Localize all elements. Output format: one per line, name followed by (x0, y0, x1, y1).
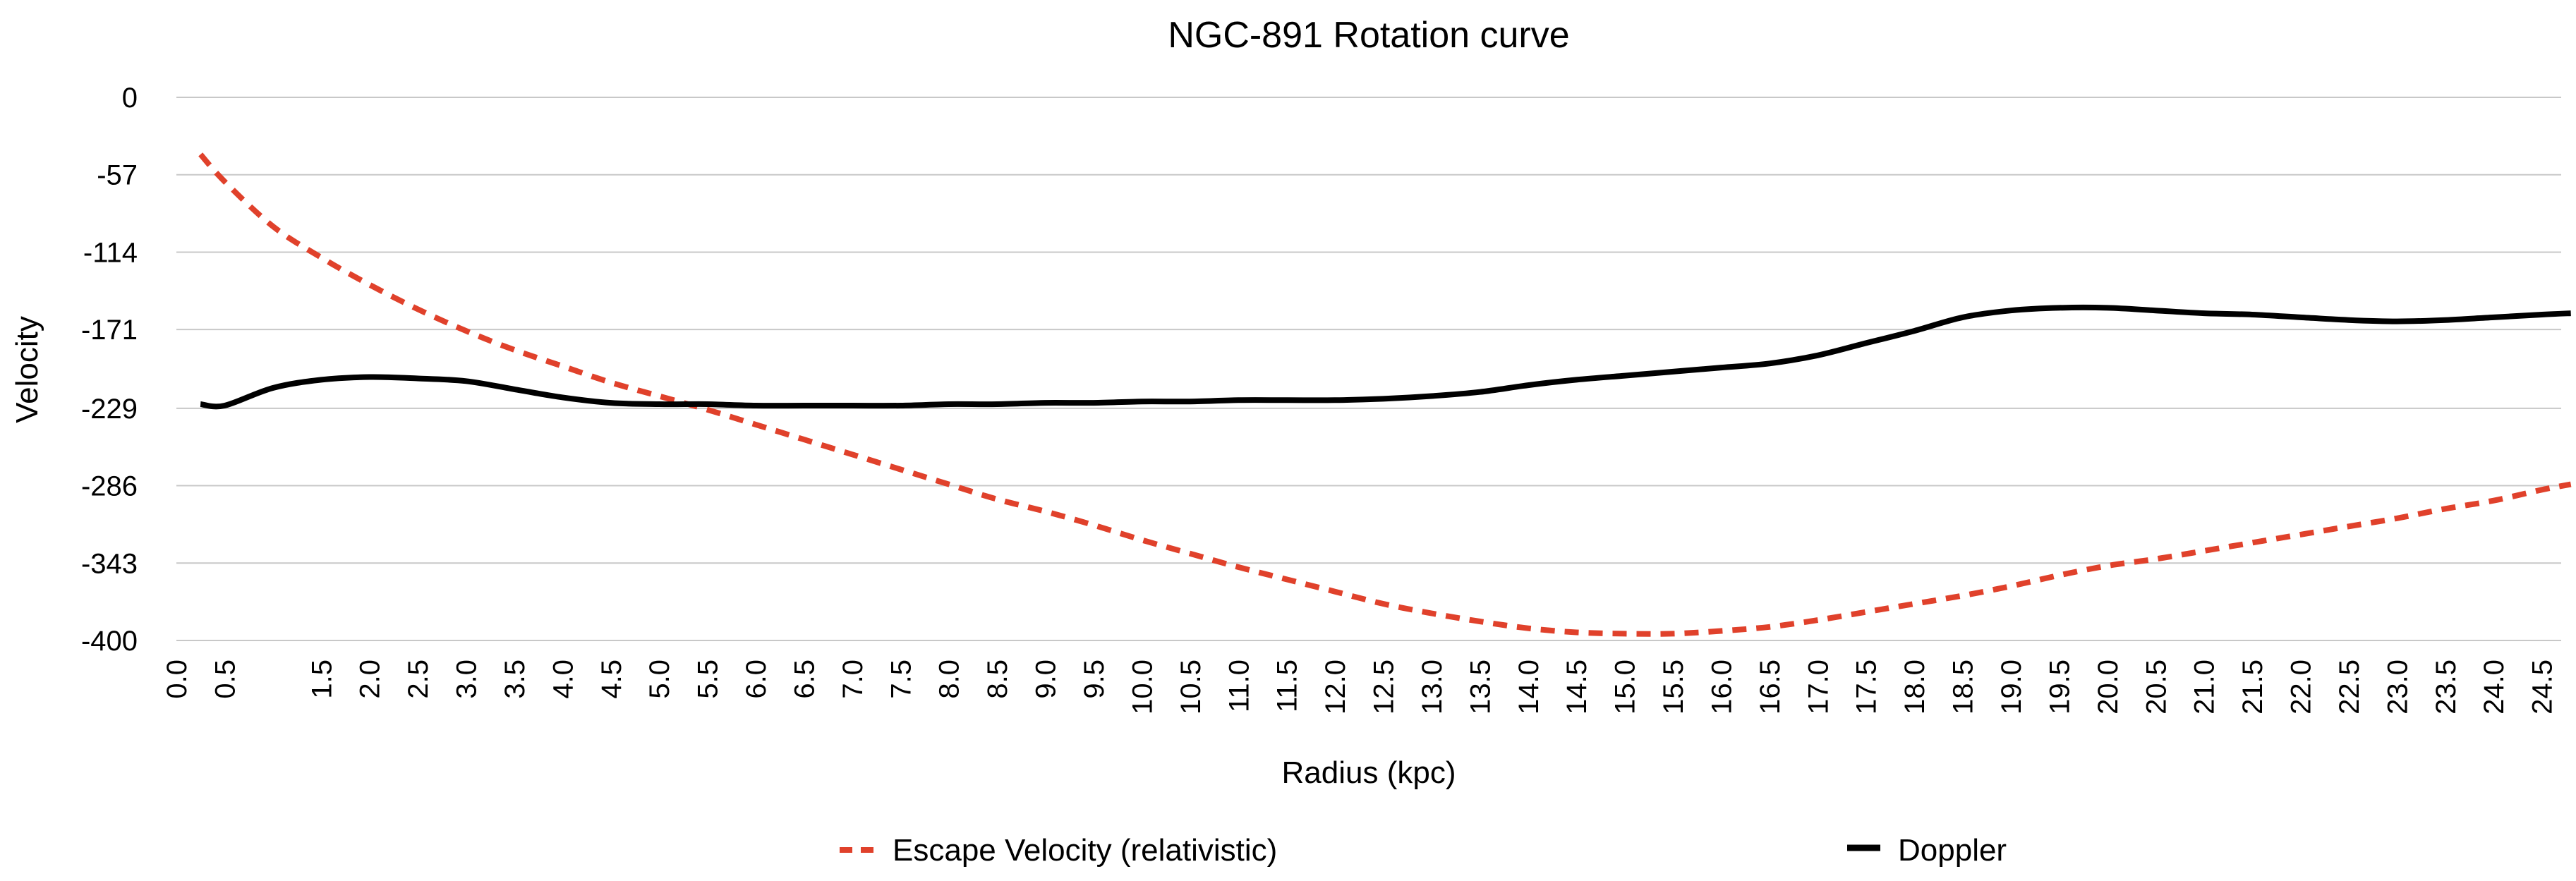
x-tick-label: 10.0 (1127, 660, 1158, 715)
y-tick-label: -57 (97, 160, 138, 191)
x-tick-label: 4.0 (548, 660, 579, 699)
x-tick-label: 0.0 (162, 660, 193, 699)
x-tick-label: 9.5 (1079, 660, 1110, 699)
x-tick-label: 10.5 (1175, 660, 1207, 715)
x-tick-label: 17.0 (1803, 660, 1834, 715)
x-tick-label: 6.0 (741, 660, 772, 699)
x-tick-label: 15.0 (1610, 660, 1641, 715)
y-tick-label: -171 (81, 315, 138, 346)
x-axis-label: Radius (kpc) (1282, 755, 1456, 790)
y-tick-label: -286 (81, 471, 138, 502)
x-axis-ticks: 0.0 0.5 1.5 2.0 2.5 3.0 3.5 4.0 4.5 5.0 5.5 6.0 6.5 7… (162, 660, 2558, 715)
x-tick-label: 11.5 (1272, 660, 1303, 712)
x-tick-label: 21.5 (2237, 660, 2268, 715)
x-tick-label: 16.0 (1706, 660, 1737, 715)
y-tick-label: -229 (81, 394, 138, 425)
x-tick-label: 0.5 (210, 660, 241, 699)
x-tick-label: 1.5 (306, 660, 337, 699)
x-tick-label: 6.5 (789, 660, 820, 699)
x-tick-label: 20.0 (2093, 660, 2124, 715)
x-tick-label: 21.0 (2189, 660, 2220, 715)
x-tick-label: 23.0 (2382, 660, 2413, 715)
legend-label-doppler: Doppler (1898, 833, 2007, 868)
x-tick-label: 12.5 (1369, 660, 1400, 715)
x-tick-label: 3.5 (500, 660, 531, 699)
y-tick-label: 0 (122, 83, 138, 114)
y-axis-ticks: 0 -57 -114 -171 -229 -286 -343 -400 (81, 83, 138, 657)
legend: Escape Velocity (relativistic) Doppler (840, 833, 2007, 868)
x-tick-label: 16.5 (1755, 660, 1786, 715)
x-tick-label: 8.5 (982, 660, 1013, 699)
chart-title: NGC-891 Rotation curve (1168, 15, 1569, 56)
x-tick-label: 20.5 (2141, 660, 2172, 715)
gridlines (176, 97, 2561, 641)
x-tick-label: 5.5 (693, 660, 724, 699)
legend-label-escape-velocity: Escape Velocity (relativistic) (893, 833, 1277, 868)
x-tick-label: 15.5 (1658, 660, 1689, 715)
x-tick-label: 18.5 (1948, 660, 1979, 715)
y-tick-label: -114 (83, 237, 138, 268)
x-tick-label: 22.0 (2286, 660, 2317, 715)
x-tick-label: 14.0 (1513, 660, 1544, 715)
x-tick-label: 11.0 (1223, 660, 1254, 712)
series-line-escape-velocity (198, 152, 2572, 637)
x-tick-label: 9.0 (1031, 660, 1062, 699)
x-tick-label: 2.5 (403, 660, 434, 699)
x-tick-label: 23.5 (2431, 660, 2462, 715)
x-tick-label: 17.5 (1851, 660, 1882, 715)
x-tick-label: 7.0 (837, 660, 869, 699)
x-tick-label: 18.0 (1899, 660, 1930, 715)
series-lines (198, 152, 2572, 637)
x-tick-label: 19.0 (1996, 660, 2027, 715)
x-tick-label: 24.0 (2479, 660, 2510, 715)
x-tick-label: 3.0 (452, 660, 483, 699)
x-tick-label: 19.5 (2044, 660, 2075, 715)
x-tick-label: 14.5 (1561, 660, 1592, 715)
x-tick-label: 7.5 (885, 660, 917, 699)
x-tick-label: 13.5 (1465, 660, 1496, 715)
y-axis-label: Velocity (10, 316, 44, 423)
y-tick-label: -343 (81, 548, 138, 579)
x-tick-label: 24.5 (2527, 660, 2558, 715)
x-tick-label: 5.0 (644, 660, 675, 699)
x-tick-label: 2.0 (355, 660, 386, 699)
y-tick-label: -400 (81, 626, 138, 657)
x-tick-label: 8.0 (934, 660, 965, 699)
x-tick-label: 22.5 (2334, 660, 2365, 715)
series-line-doppler (200, 304, 2571, 410)
x-tick-label: 13.0 (1417, 660, 1448, 715)
x-tick-label: 4.5 (596, 660, 627, 699)
x-tick-label: 12.0 (1320, 660, 1351, 715)
